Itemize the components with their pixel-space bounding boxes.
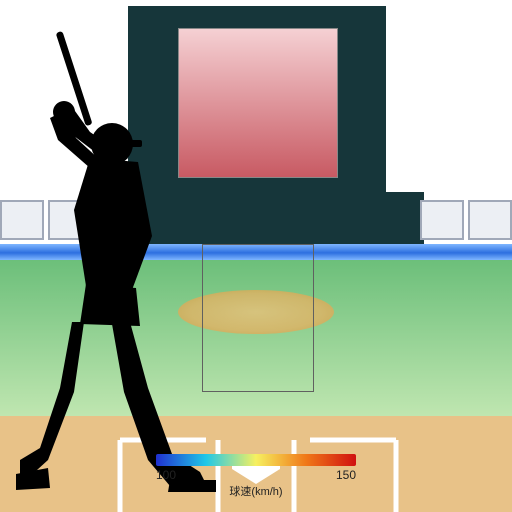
legend-axis-label: 球速(km/h) [156,483,356,499]
pitch-chart-stage: 100 150 球速(km/h) [0,0,512,512]
batter-silhouette [0,0,512,512]
legend-ticks: 100 150 [156,468,356,482]
legend-gradient-bar [156,454,356,466]
speed-legend: 100 150 球速(km/h) [156,454,356,499]
legend-tick-max: 150 [336,468,356,482]
legend-tick-min: 100 [156,468,176,482]
